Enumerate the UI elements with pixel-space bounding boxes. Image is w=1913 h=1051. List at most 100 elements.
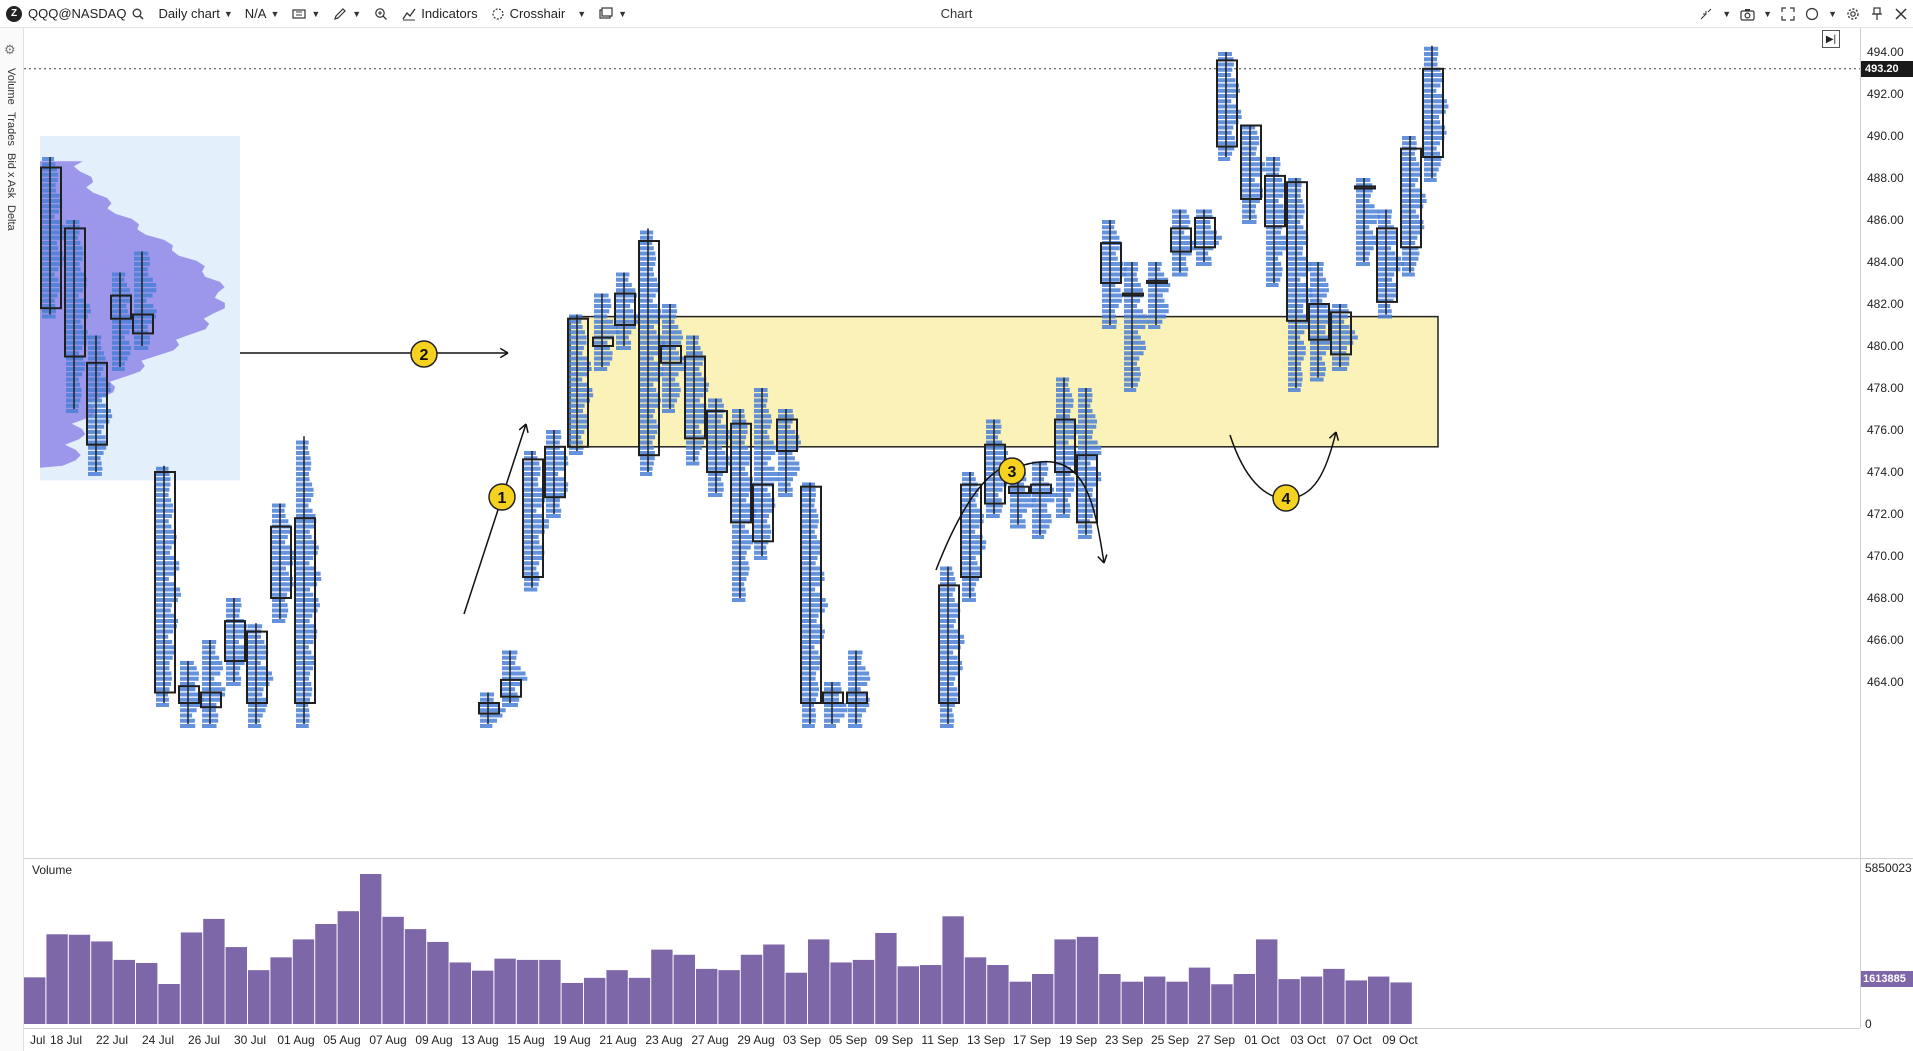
candle — [706, 398, 731, 497]
volume-bar — [427, 941, 449, 1024]
volume-bar — [628, 977, 651, 1024]
time-axis[interactable]: Jul 18 Jul 22 Jul 24 Jul 26 Jul 30 Jul 01 Aug 0… — [24, 1028, 1860, 1051]
candle — [1146, 262, 1171, 329]
last-price-label: 493.20 — [1861, 60, 1913, 77]
chevron-down-icon[interactable]: ▼ — [1722, 9, 1732, 19]
gear-icon[interactable]: ⚙ — [4, 42, 16, 57]
volume-bar — [68, 934, 91, 1024]
chevron-down-icon: ▼ — [577, 8, 587, 19]
volume-bar — [875, 932, 897, 1024]
time-tick: 09 Aug — [415, 1033, 453, 1047]
time-tick: 25 Sep — [1150, 1033, 1190, 1047]
time-tick: 27 Sep — [1196, 1033, 1236, 1047]
window-controls: ▼ ▼ ▼ — [1698, 0, 1909, 28]
volume-chart-canvas[interactable] — [24, 859, 1860, 1028]
rail-tab-trades[interactable]: Trades — [5, 111, 17, 146]
annotation-arrowhead-3 — [1097, 554, 1108, 564]
zoom-icon — [373, 6, 389, 22]
time-tick: 29 Aug — [737, 1033, 775, 1047]
candle — [64, 220, 91, 413]
volume-bar — [516, 959, 539, 1024]
time-tick: 19 Aug — [553, 1033, 591, 1047]
volume-bar — [1188, 967, 1211, 1024]
rail-tab-delta[interactable]: Delta — [5, 204, 17, 231]
price-tick: 482.00 — [1867, 297, 1904, 311]
volume-bar — [91, 941, 113, 1024]
search-icon[interactable] — [130, 6, 146, 22]
price-tick: 494.00 — [1867, 45, 1904, 59]
circle-icon[interactable] — [1804, 6, 1820, 22]
chevron-down-icon[interactable]: ▼ — [1828, 9, 1837, 19]
price-zone-box — [569, 315, 1439, 448]
volume-bar — [539, 959, 561, 1024]
price-tick: 490.00 — [1867, 129, 1904, 143]
volume-bar — [449, 962, 471, 1024]
candle — [638, 228, 665, 476]
candle — [1030, 461, 1057, 539]
toolbar: Z QQQ@NASDAQ Daily chart ▼ N/A ▼ ▼ ▼ — [0, 0, 1913, 28]
collapse-icon[interactable] — [1698, 6, 1714, 22]
pin-icon[interactable] — [1869, 6, 1885, 22]
indicator-rail: ⚙ Volume Trades Bid x Ask Delta — [0, 28, 24, 1051]
price-axis[interactable]: 494.00 492.00 490.00 488.00 486.00 484.00 482.… — [1860, 28, 1913, 858]
mode-dropdown[interactable]: N/A ▼ — [239, 0, 286, 28]
chevron-down-icon[interactable]: ▼ — [1763, 9, 1773, 19]
candle — [1264, 157, 1291, 287]
candle — [938, 566, 965, 728]
candle — [614, 272, 639, 350]
candle — [592, 293, 620, 371]
time-tick: 15 Aug — [507, 1033, 545, 1047]
scroll-to-latest-button[interactable]: ▶| — [1822, 30, 1840, 48]
annotation-marker — [998, 457, 1026, 485]
crosshair-icon — [490, 6, 506, 22]
time-tick: 22 Jul — [95, 1033, 129, 1047]
volume-bar — [292, 939, 315, 1024]
fullscreen-icon[interactable] — [1780, 6, 1796, 22]
indicator-chart-icon — [401, 6, 417, 22]
volume-bar — [584, 977, 606, 1024]
time-tick: 01 Oct — [1244, 1033, 1280, 1047]
rail-tab-volume[interactable]: Volume — [5, 68, 17, 105]
candle — [86, 335, 113, 476]
drawing-tools-dropdown[interactable]: ▼ — [326, 0, 367, 28]
candle — [132, 251, 157, 350]
indicators-button[interactable]: Indicators — [395, 0, 483, 28]
volume-axis[interactable]: 5850023 0 — [1860, 858, 1913, 1031]
annotation-number: 1 — [498, 490, 507, 507]
crosshair-button[interactable]: Crosshair — [484, 0, 572, 28]
volume-bar — [987, 965, 1009, 1024]
zoom-button[interactable] — [367, 0, 395, 28]
volume-pane[interactable]: Volume — [24, 858, 1860, 1028]
symbol-selector[interactable]: QQQ@NASDAQ — [22, 0, 152, 28]
candle — [960, 472, 987, 602]
volume-bar — [1368, 976, 1390, 1024]
price-tick: 472.00 — [1867, 507, 1904, 521]
crosshair-dropdown[interactable]: ▼ — [571, 0, 592, 28]
price-chart-canvas[interactable]: 1 2 3 4 — [24, 28, 1860, 858]
volume-bar — [46, 934, 68, 1024]
time-tick: 19 Sep — [1058, 1033, 1098, 1047]
price-chart[interactable]: 1 2 3 4 — [24, 28, 1860, 858]
layout-dropdown[interactable]: ▼ — [592, 0, 633, 28]
volume-max-tick: 5850023 — [1865, 861, 1912, 875]
close-icon[interactable] — [1893, 6, 1909, 22]
volume-bar — [1099, 974, 1121, 1024]
app-logo-icon[interactable]: Z — [6, 5, 22, 22]
time-tick: 23 Sep — [1104, 1033, 1144, 1047]
volume-zero-tick: 0 — [1865, 1017, 1872, 1031]
volume-bar — [472, 970, 494, 1024]
time-tick: 09 Oct — [1382, 1033, 1418, 1047]
chart-type-dropdown[interactable]: ▼ — [285, 0, 326, 28]
volume-bar — [1054, 939, 1076, 1024]
volume-bar — [382, 916, 404, 1024]
candle — [1422, 45, 1449, 182]
candle — [1330, 304, 1358, 371]
timeframe-dropdown[interactable]: Daily chart ▼ — [152, 0, 238, 28]
candle — [752, 388, 780, 560]
volume-bar — [113, 959, 135, 1024]
candle — [1308, 262, 1335, 382]
time-tick: 21 Aug — [599, 1033, 637, 1047]
camera-icon[interactable] — [1739, 6, 1755, 22]
gear-icon[interactable] — [1845, 6, 1861, 22]
rail-tab-bid-x-ask[interactable]: Bid x Ask — [5, 152, 17, 198]
